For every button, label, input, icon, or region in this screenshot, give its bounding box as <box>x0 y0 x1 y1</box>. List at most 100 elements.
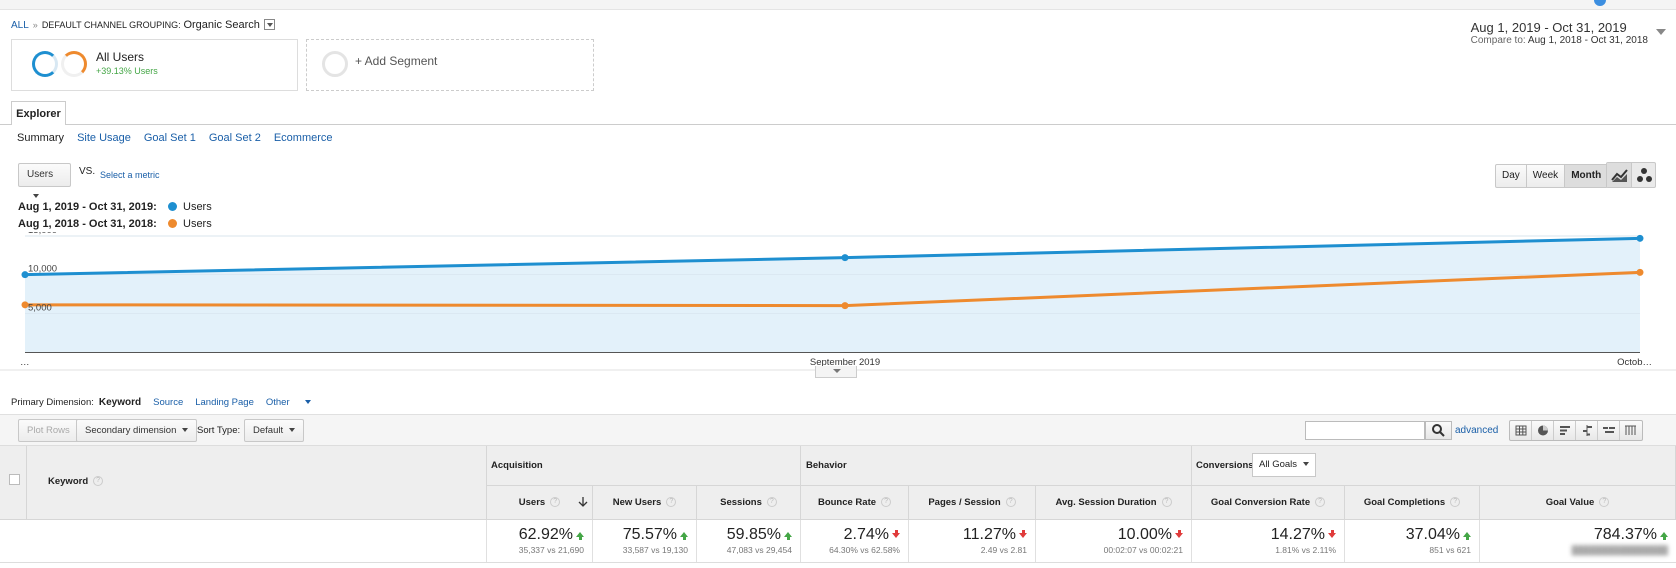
segment-donut-icon <box>61 51 87 77</box>
subtab-ecommerce[interactable]: Ecommerce <box>273 132 333 144</box>
plot-rows-button[interactable]: Plot Rows <box>18 419 79 442</box>
month-button[interactable]: Month <box>1565 165 1608 187</box>
tab-explorer[interactable]: Explorer <box>11 101 66 125</box>
help-icon[interactable] <box>1594 0 1606 6</box>
keyword-column-header[interactable]: Keyword? <box>27 446 487 520</box>
help-icon[interactable]: ? <box>1315 497 1326 508</box>
performance-view-button[interactable] <box>1554 421 1576 440</box>
date-range-picker[interactable]: Aug 1, 2019 - Oct 31, 2019 Compare to: A… <box>1471 20 1666 46</box>
pie-view-button[interactable] <box>1532 421 1554 440</box>
sort-type-value: Default <box>253 425 284 436</box>
comparison-icon <box>1583 425 1592 436</box>
date-range-compare: Compare to: Aug 1, 2018 - Oct 31, 2018 <box>1471 35 1648 46</box>
week-button[interactable]: Week <box>1527 165 1566 187</box>
total-pct: 37.04% <box>1405 526 1460 543</box>
total-pct: 75.57% <box>622 526 677 543</box>
column-header-new-users[interactable]: New Users? <box>593 486 697 520</box>
data-point[interactable] <box>21 301 29 309</box>
x-tick-label: Octob… <box>1617 357 1652 368</box>
help-icon[interactable]: ? <box>766 497 777 508</box>
sort-type-label: Sort Type: <box>197 425 241 436</box>
arrow-down-icon <box>1175 530 1183 538</box>
help-icon[interactable]: ? <box>881 497 892 508</box>
subtab-goal-set-2[interactable]: Goal Set 2 <box>208 132 261 144</box>
advanced-filter-link[interactable]: advanced <box>1455 425 1499 436</box>
select-metric-link[interactable]: Select a metric <box>100 170 160 180</box>
help-icon[interactable]: ? <box>1599 497 1610 508</box>
column-label: New Users <box>612 497 662 508</box>
term-cloud-icon <box>1603 427 1615 433</box>
data-point[interactable] <box>1636 268 1644 276</box>
total-bounce-rate: 2.74% 64.30% vs 62.58% <box>801 520 909 562</box>
column-label: Sessions <box>720 497 762 508</box>
y-tick-label: 15,000 <box>28 232 57 236</box>
help-icon[interactable]: ? <box>1161 497 1172 508</box>
subtab-summary[interactable]: Summary <box>17 132 65 144</box>
help-icon[interactable]: ? <box>93 476 104 487</box>
data-point[interactable] <box>841 254 849 262</box>
data-point[interactable] <box>1636 234 1644 242</box>
dimension-keyword[interactable]: Keyword <box>98 397 142 408</box>
total-comparison: 47,083 vs 29,454 <box>726 545 792 555</box>
column-header-pages-per-session[interactable]: Pages / Session? <box>909 486 1036 520</box>
acquisition-group-header: Acquisition <box>487 446 801 486</box>
breadcrumb-all-link[interactable]: ALL <box>11 20 29 31</box>
line-chart-button[interactable] <box>1607 163 1632 187</box>
comparison-view-button[interactable] <box>1576 421 1598 440</box>
metric-select[interactable]: Users <box>18 163 71 199</box>
motion-chart-button[interactable] <box>1632 163 1657 187</box>
chevron-down-icon <box>182 428 189 433</box>
total-comparison: 33,587 vs 19,130 <box>622 545 688 555</box>
column-header-avg-session-duration[interactable]: Avg. Session Duration? <box>1036 486 1192 520</box>
acquisition-label: Acquisition <box>491 460 543 471</box>
goals-select-label: All Goals <box>1259 459 1298 470</box>
dimension-source[interactable]: Source <box>153 397 184 408</box>
primary-dimension-label: Primary Dimension: <box>11 397 94 408</box>
dimension-landing-page[interactable]: Landing Page <box>195 397 254 408</box>
add-segment-button[interactable]: + Add Segment <box>306 39 594 91</box>
goals-select[interactable]: All Goals <box>1252 453 1317 477</box>
column-header-bounce-rate[interactable]: Bounce Rate? <box>801 486 909 520</box>
help-icon[interactable]: ? <box>550 497 561 508</box>
data-point[interactable] <box>21 271 29 279</box>
chevron-down-icon <box>304 400 311 405</box>
sort-descending-icon[interactable] <box>578 496 588 508</box>
date-range-caret-icon[interactable] <box>1656 29 1666 35</box>
total-pct: 62.92% <box>518 526 573 543</box>
subtab-site-usage[interactable]: Site Usage <box>77 132 131 144</box>
term-cloud-view-button[interactable] <box>1598 421 1620 440</box>
legend-metric: Users <box>183 201 212 213</box>
segment-all-users[interactable]: All Users +39.13% Users <box>11 39 298 91</box>
total-comparison: 35,337 vs 21,690 <box>518 545 584 555</box>
data-table-view-button[interactable] <box>1510 421 1532 440</box>
secondary-dimension-label: Secondary dimension <box>85 425 177 436</box>
dimension-other[interactable]: Other <box>266 397 323 408</box>
line-chart-icon <box>1611 169 1628 182</box>
legend-period: Aug 1, 2018 - Oct 31, 2018: <box>18 218 157 230</box>
pie-chart-icon <box>1538 425 1548 436</box>
table-search-input[interactable] <box>1305 421 1425 440</box>
data-point[interactable] <box>841 302 849 310</box>
column-header-sessions[interactable]: Sessions? <box>697 486 801 520</box>
total-avg-session-duration: 10.00% 00:02:07 vs 00:02:21 <box>1036 520 1192 562</box>
search-button[interactable] <box>1425 421 1452 440</box>
help-icon[interactable]: ? <box>1005 497 1016 508</box>
day-button[interactable]: Day <box>1496 165 1527 187</box>
help-icon[interactable]: ? <box>1450 497 1461 508</box>
breadcrumb-dropdown-icon[interactable] <box>263 18 275 30</box>
help-icon[interactable]: ? <box>666 497 677 508</box>
subtab-goal-set-1[interactable]: Goal Set 1 <box>143 132 196 144</box>
select-all-checkbox[interactable] <box>9 474 20 485</box>
column-header-goal-conversion-rate[interactable]: Goal Conversion Rate? <box>1192 486 1345 520</box>
legend-dot-orange <box>168 218 177 228</box>
collapse-chart-handle[interactable] <box>815 366 857 378</box>
keyword-header-label: Keyword <box>48 476 89 487</box>
sort-type-select[interactable]: Default <box>244 419 305 442</box>
pivot-view-button[interactable] <box>1620 421 1642 440</box>
column-header-users[interactable]: Users? <box>487 486 593 520</box>
column-header-goal-value[interactable]: Goal Value? <box>1480 486 1676 520</box>
chevron-down-icon <box>289 428 296 433</box>
secondary-dimension-select[interactable]: Secondary dimension <box>76 419 198 442</box>
column-header-goal-completions[interactable]: Goal Completions? <box>1345 486 1480 520</box>
table-view-switcher <box>1509 420 1643 441</box>
